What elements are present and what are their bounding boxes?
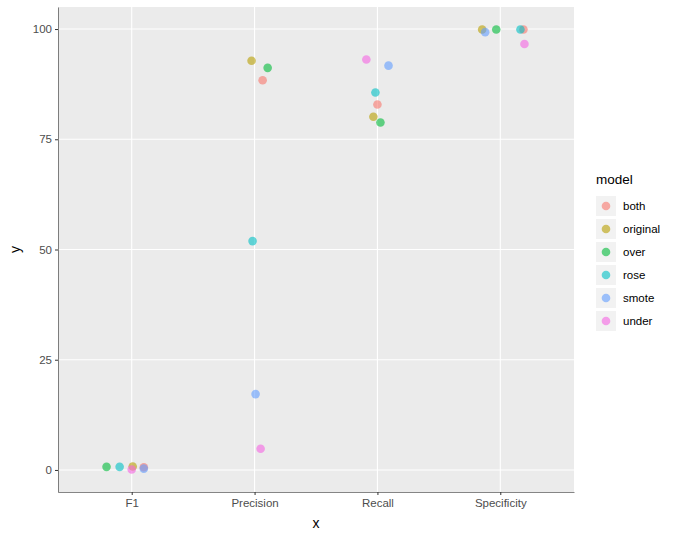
grid-line xyxy=(377,7,378,492)
legend-marker xyxy=(602,202,611,211)
tick-mark xyxy=(55,360,58,361)
legend-label: over xyxy=(623,246,646,258)
point xyxy=(127,465,136,474)
y-axis-title: y xyxy=(7,246,23,253)
point xyxy=(384,61,393,70)
legend-key xyxy=(596,265,616,285)
tick-mark xyxy=(55,139,58,140)
tick-label: 50 xyxy=(39,244,52,256)
tick-mark xyxy=(132,492,133,495)
point xyxy=(263,64,272,73)
legend-title: model xyxy=(596,172,633,187)
legend-key xyxy=(596,219,616,239)
tick-mark xyxy=(55,250,58,251)
legend-marker xyxy=(602,248,611,257)
tick-label: 100 xyxy=(33,23,52,35)
tick-label: Specificity xyxy=(475,497,527,509)
tick: 100 xyxy=(33,23,58,35)
tick: Recall xyxy=(362,492,394,509)
grid xyxy=(58,7,574,492)
tick: F1 xyxy=(126,492,139,509)
legend-item: over xyxy=(596,242,646,262)
tick-mark xyxy=(377,492,378,495)
plot: 0 25 50 75 100 F1 Precision Recall Specificity xyxy=(33,7,575,509)
point xyxy=(256,444,265,453)
x-axis-title: x xyxy=(313,515,320,531)
tick: 25 xyxy=(39,354,58,366)
tick-label: Recall xyxy=(362,497,394,509)
legend-marker xyxy=(602,271,611,280)
legend-key xyxy=(596,311,616,331)
point xyxy=(369,112,378,121)
point xyxy=(376,118,385,127)
tick: Precision xyxy=(231,492,278,509)
tick-label: Precision xyxy=(231,497,278,509)
legend-marker xyxy=(602,294,611,303)
point xyxy=(373,100,382,109)
point xyxy=(520,40,529,49)
grid-line xyxy=(58,359,574,360)
tick: Specificity xyxy=(475,492,527,509)
grid-line xyxy=(500,7,501,492)
point xyxy=(115,463,124,472)
legend-label: rose xyxy=(623,269,645,281)
x-axis: F1 Precision Recall Specificity xyxy=(59,492,575,509)
tick-mark xyxy=(255,492,256,495)
legend-label: original xyxy=(623,223,660,235)
point xyxy=(251,390,260,399)
point xyxy=(362,55,371,64)
point xyxy=(371,88,380,97)
grid-line xyxy=(58,139,574,140)
legend-marker xyxy=(602,225,611,234)
legend-item: original xyxy=(596,219,660,239)
point xyxy=(139,464,148,473)
tick-label: 0 xyxy=(46,464,52,476)
panel xyxy=(58,7,574,492)
grid-line xyxy=(254,7,255,492)
point xyxy=(492,25,501,34)
y-axis: 0 25 50 75 100 xyxy=(33,8,59,493)
legend-key xyxy=(596,288,616,308)
tick: 50 xyxy=(39,244,58,256)
grid-line xyxy=(58,249,574,250)
legend-marker xyxy=(602,317,611,326)
tick: 75 xyxy=(39,133,58,145)
x-axis-line xyxy=(59,492,575,493)
legend: model both original over rose smote under xyxy=(596,172,660,331)
tick-label: 75 xyxy=(39,133,52,145)
points xyxy=(102,25,529,474)
point xyxy=(516,25,525,34)
chart: 0 25 50 75 100 F1 Precision Recall Specificity x y… xyxy=(0,0,683,538)
point xyxy=(102,463,111,472)
point xyxy=(481,28,490,37)
tick-label: F1 xyxy=(126,497,139,509)
tick-mark xyxy=(55,470,58,471)
legend-label: under xyxy=(623,315,653,327)
legend-item: smote xyxy=(596,288,654,308)
y-axis-line xyxy=(58,8,59,493)
grid-line xyxy=(131,7,132,492)
tick-label: 25 xyxy=(39,354,52,366)
point xyxy=(258,76,267,85)
tick-mark xyxy=(500,492,501,495)
legend-key xyxy=(596,196,616,216)
point xyxy=(248,237,257,246)
tick: 0 xyxy=(46,464,58,476)
tick-mark xyxy=(55,29,58,30)
point xyxy=(247,56,256,65)
legend-key xyxy=(596,242,616,262)
legend-item: under xyxy=(596,311,653,331)
legend-label: smote xyxy=(623,292,654,304)
legend-item: rose xyxy=(596,265,645,285)
legend-label: both xyxy=(623,200,645,212)
legend-item: both xyxy=(596,196,645,216)
